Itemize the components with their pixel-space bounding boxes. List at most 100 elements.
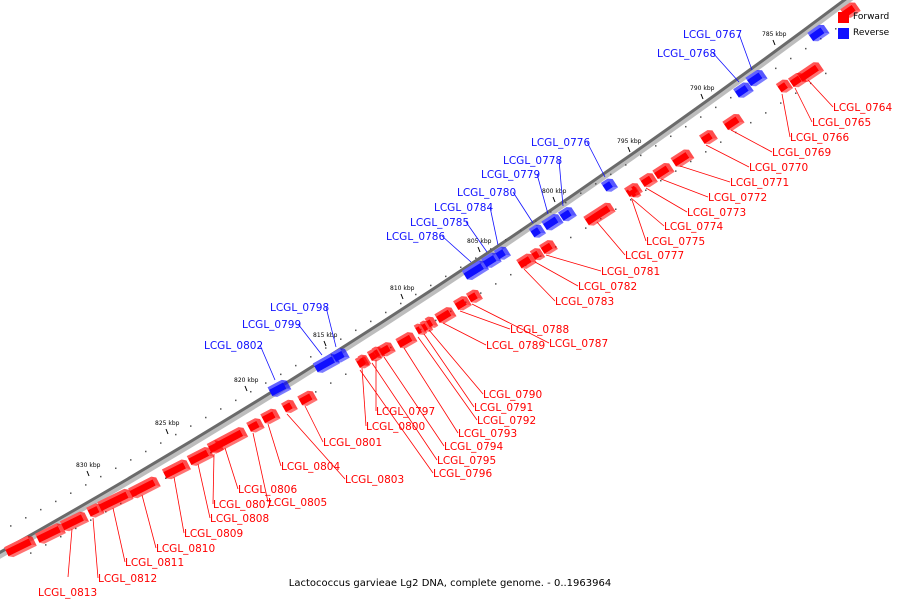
forward-gene-LCGL_0812	[86, 503, 105, 518]
minor-tick-lower	[750, 121, 752, 124]
forward-gene-LCGL_0800	[357, 354, 372, 366]
forward-gene-LCGL_0787	[465, 289, 483, 303]
forward-gene-LCGL_0775	[627, 186, 642, 198]
forward-gene-LCGL_0771	[670, 149, 695, 167]
minor-tick-lower	[165, 477, 167, 479]
scale-label-9: 830 kbp	[76, 462, 101, 469]
minor-tick	[655, 145, 657, 147]
minor-tick-lower	[630, 199, 632, 201]
minor-tick	[325, 347, 327, 349]
minor-tick	[235, 399, 237, 402]
reverse-gene-label-LCGL_0802: LCGL_0802	[204, 340, 263, 352]
minor-tick	[580, 192, 582, 194]
forward-gene-label-LCGL_0783: LCGL_0783	[555, 296, 614, 308]
forward-gene-label-LCGL_0790: LCGL_0790	[483, 389, 542, 401]
forward-gene-label-LCGL_0805: LCGL_0805	[268, 497, 327, 509]
forward-gene-label-LCGL_0797: LCGL_0797	[376, 406, 435, 418]
forward-gene-LCGL_0792	[413, 323, 428, 335]
minor-tick	[220, 408, 222, 410]
scale-label-6: 815 kbp	[313, 332, 338, 339]
forward-gene-label-LCGL_0794-leader	[383, 356, 445, 447]
minor-tick	[205, 416, 207, 419]
minor-tick	[475, 257, 477, 259]
reverse-gene-label-LCGL_0799: LCGL_0799	[242, 319, 301, 331]
forward-gene-label-LCGL_0775: LCGL_0775	[646, 236, 705, 248]
forward-gene-LCGL_0801	[297, 390, 318, 406]
forward-gene-label-LCGL_0794: LCGL_0794	[444, 441, 503, 453]
reverse-gene-label-LCGL_0798-leader	[325, 306, 337, 348]
forward-gene-label-LCGL_0781-leader	[545, 254, 602, 272]
forward-gene-LCGL_0766	[775, 79, 794, 93]
forward-gene-LCGL_0781	[539, 240, 558, 255]
forward-gene-label-LCGL_0773: LCGL_0773	[687, 207, 746, 219]
reverse-gene-LCGL_0799	[312, 353, 341, 373]
forward-gene-LCGL_0811	[97, 488, 134, 513]
forward-gene-label-LCGL_0800: LCGL_0800	[366, 421, 425, 433]
minor-tick-lower	[690, 160, 692, 163]
forward-gene-LCGL_0810	[128, 476, 161, 499]
scale-label-1: 790 kbp	[690, 85, 715, 92]
minor-tick	[550, 211, 552, 213]
minor-tick-lower	[585, 227, 587, 229]
reverse-gene-label-LCGL_0786-leader	[441, 235, 472, 263]
reverse-gene-label-LCGL_0786: LCGL_0786	[386, 231, 445, 243]
scale-tick-0	[772, 39, 776, 46]
reverse-gene-label-LCGL_0798: LCGL_0798	[270, 302, 329, 314]
forward-gene-label-LCGL_0792-leader	[417, 336, 478, 421]
minor-tick	[385, 311, 387, 314]
minor-tick	[160, 442, 162, 444]
forward-gene-LCGL_0788	[453, 296, 472, 311]
forward-gene-label-LCGL_0806: LCGL_0806	[238, 484, 297, 496]
forward-gene-label-LCGL_0764-leader	[807, 79, 834, 108]
forward-gene-LCGL_0809	[161, 459, 191, 480]
minor-tick	[670, 135, 672, 138]
forward-gene-LCGL_0803	[281, 399, 298, 413]
minor-tick	[415, 293, 417, 296]
minor-tick	[805, 47, 807, 50]
reverse-gene-label-LCGL_0779: LCGL_0779	[481, 169, 540, 181]
scale-tick-5	[400, 293, 404, 300]
reverse-gene-unlabeled	[807, 24, 830, 42]
forward-gene-label-LCGL_0773-leader	[645, 187, 688, 213]
forward-gene-label-LCGL_0774-leader	[630, 197, 665, 227]
minor-tick	[460, 266, 462, 269]
scale-tick-4	[477, 246, 481, 253]
minor-tick	[295, 364, 297, 367]
minor-tick	[610, 173, 612, 176]
forward-gene-LCGL_0790	[424, 316, 439, 328]
scale-tick-8	[165, 428, 169, 435]
forward-gene-LCGL_0765	[788, 73, 807, 88]
forward-gene-label-LCGL_0774: LCGL_0774	[664, 221, 723, 233]
minor-tick	[175, 433, 177, 436]
minor-tick	[130, 459, 132, 461]
forward-gene-LCGL_0789	[434, 307, 457, 324]
forward-gene-label-LCGL_0810-leader	[141, 494, 157, 549]
minor-tick	[145, 450, 147, 453]
scale-label-3: 800 kbp	[542, 188, 567, 195]
forward-gene-label-LCGL_0789: LCGL_0789	[486, 340, 545, 352]
reverse-gene-LCGL_0778	[558, 207, 577, 222]
minor-tick	[40, 508, 42, 511]
forward-gene-label-LCGL_0793-leader	[403, 347, 459, 434]
scale-tick-9	[86, 470, 90, 477]
scale-tick-1	[700, 93, 704, 100]
reverse-swatch	[838, 27, 849, 39]
reverse-gene-LCGL_0786	[461, 260, 490, 280]
forward-gene-label-LCGL_0807-leader	[212, 453, 215, 505]
reverse-gene-label-LCGL_0780-leader	[512, 191, 534, 224]
minor-tick	[340, 338, 342, 340]
minor-tick-lower	[675, 170, 677, 172]
minor-tick-lower	[510, 273, 512, 276]
forward-gene-label-LCGL_0812: LCGL_0812	[98, 573, 157, 585]
forward-gene-label-LCGL_0772: LCGL_0772	[708, 192, 767, 204]
minor-tick	[445, 275, 447, 278]
genome-backbone-shadow	[0, 0, 854, 559]
scale-label-2: 795 kbp	[617, 138, 642, 145]
forward-gene-label-LCGL_0804: LCGL_0804	[281, 461, 340, 473]
genome-caption: Lactococcus garvieae Lg2 DNA, complete g…	[288, 578, 612, 589]
minor-tick	[535, 220, 537, 222]
minor-tick-lower	[780, 102, 782, 104]
legend-forward: Forward	[838, 9, 898, 25]
minor-tick	[775, 67, 777, 70]
forward-gene-label-LCGL_0772-leader	[660, 178, 709, 198]
